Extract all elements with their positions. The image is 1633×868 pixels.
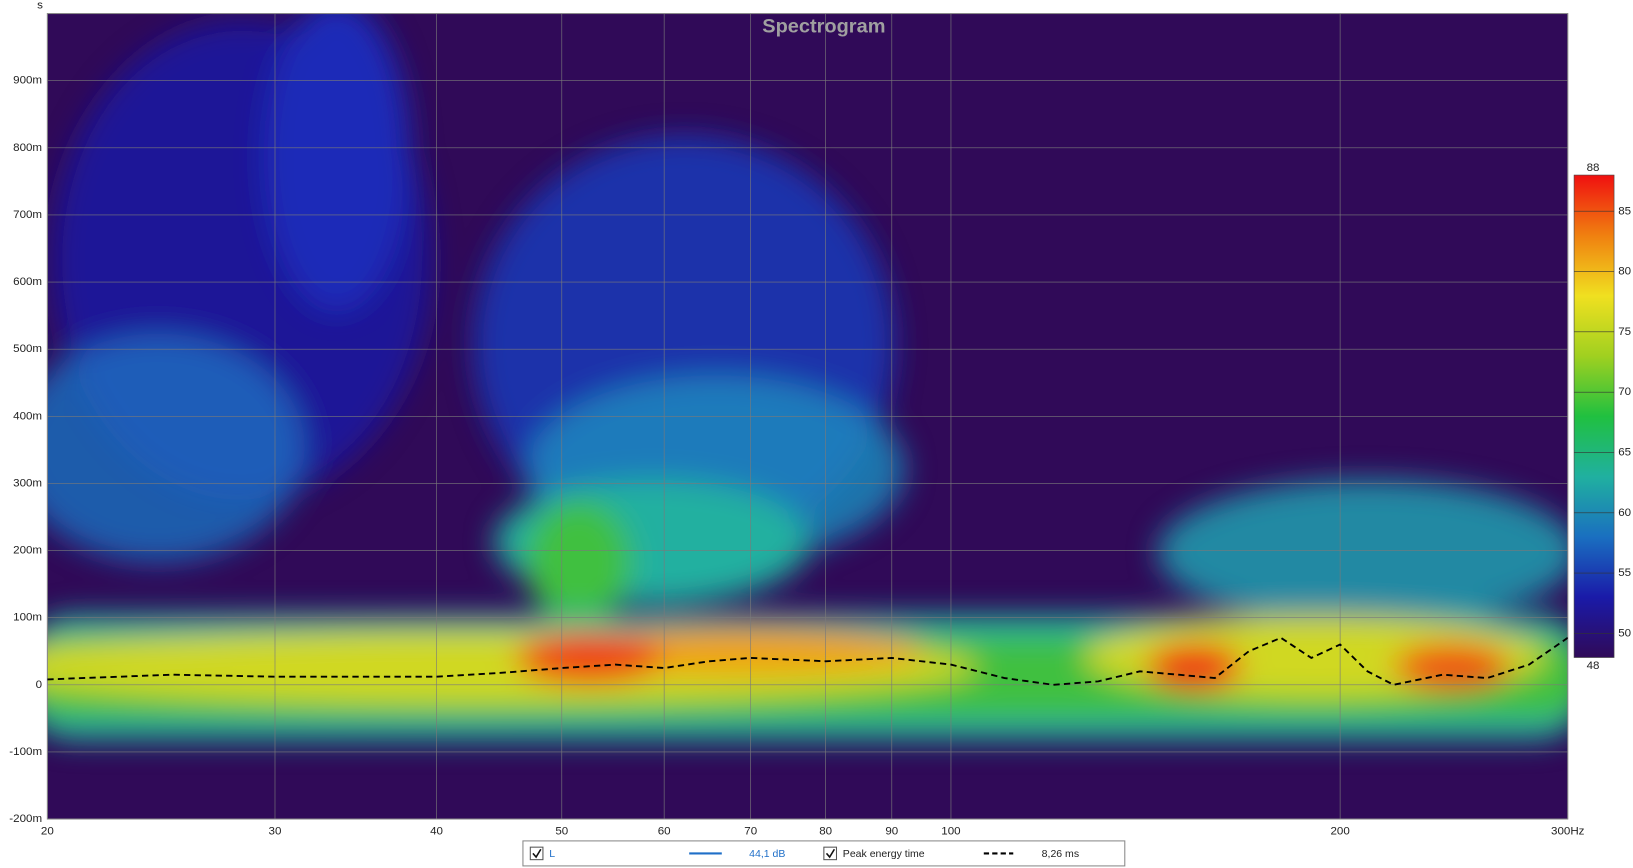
colorbar-tick-label: 80 [1618, 266, 1631, 278]
x-tick-label: 40 [430, 826, 443, 838]
heat-blob [47, 333, 306, 563]
x-tick-label: 90 [885, 826, 898, 838]
check-mark [532, 848, 542, 859]
x-tick-label: 50 [555, 826, 568, 838]
y-tick-label: 100m [13, 612, 42, 624]
y-tick-label: -100m [9, 746, 42, 758]
x-tick-label: 70 [744, 826, 757, 838]
plot-frame [46, 13, 1569, 820]
y-tick-label: 500m [13, 343, 42, 355]
heat-blob [263, 13, 411, 313]
legend-label: L [549, 849, 555, 860]
heat-blob [526, 500, 632, 626]
heat-blob [1394, 643, 1510, 690]
x-tick-label: 20 [41, 826, 54, 838]
checkbox[interactable] [823, 846, 838, 861]
heat-blob [1146, 643, 1242, 690]
peak-energy-line [47, 636, 1568, 686]
y-tick-label: -200m [9, 813, 42, 825]
legend-readout: 8,26 ms [1042, 849, 1079, 860]
y-tick-label: 0 [36, 679, 42, 691]
colorbar-max-label: 88 [1587, 162, 1600, 174]
checkbox[interactable] [529, 846, 544, 861]
y-tick-label: 400m [13, 410, 42, 422]
y-tick-label: 300m [13, 477, 42, 489]
y-tick-label: 800m [13, 142, 42, 154]
heat-blob [1157, 479, 1568, 626]
colorbar-tick-label: 70 [1618, 386, 1631, 398]
legend-label: Peak energy time [843, 849, 925, 860]
y-tick-label: 700m [13, 209, 42, 221]
x-tick-label: 60 [658, 826, 671, 838]
colorbar [1573, 174, 1615, 658]
y-axis-label: s [37, 0, 43, 11]
x-tick-label: 80 [819, 826, 832, 838]
x-tick-label: 30 [269, 826, 282, 838]
y-tick-label: 200m [13, 545, 42, 557]
colorbar-tick-label: 85 [1618, 205, 1631, 217]
colorbar-tick-label: 65 [1618, 447, 1631, 459]
x-tick-label: 200 [1330, 826, 1349, 838]
colorbar-tick-label: 60 [1618, 507, 1631, 519]
heat-blob [515, 633, 663, 684]
chart-title: Spectrogram [762, 15, 885, 37]
x-tick-label: 100 [941, 826, 960, 838]
y-tick-label: 900m [13, 75, 42, 87]
x-tick-label: 300Hz [1551, 826, 1585, 838]
colorbar-tick-label: 50 [1618, 627, 1631, 639]
legend: L 44,1 dB Peak energy time 8,26 ms [522, 840, 1126, 867]
check-mark [825, 848, 836, 859]
colorbar-min-label: 48 [1587, 660, 1600, 672]
y-tick-label: 600m [13, 276, 42, 288]
colorbar-tick-label: 55 [1618, 567, 1631, 579]
legend-readout: 44,1 dB [749, 849, 785, 860]
colorbar-tick-label: 75 [1618, 326, 1631, 338]
